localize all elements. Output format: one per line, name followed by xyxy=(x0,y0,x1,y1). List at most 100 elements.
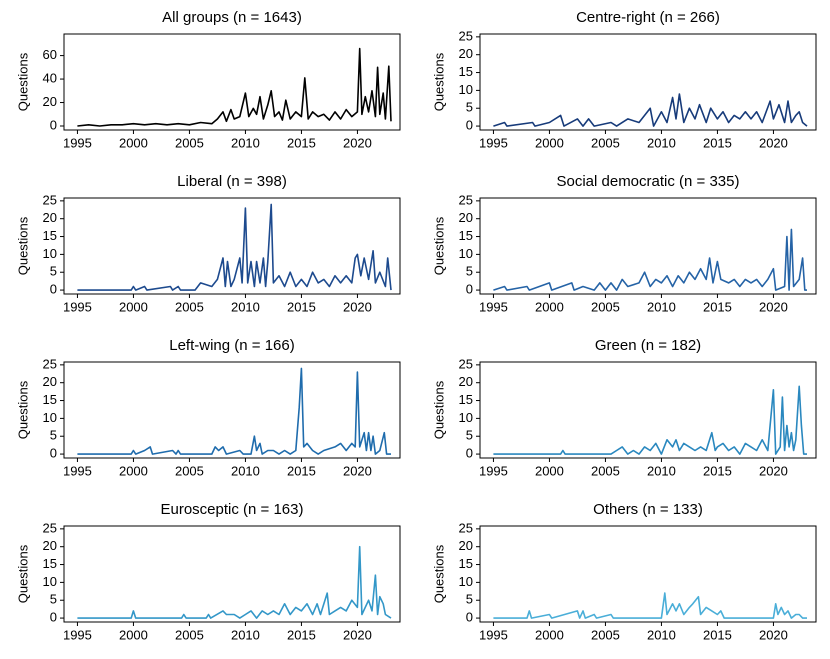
x-tick-label: 2015 xyxy=(287,463,316,478)
y-axis-label: Questions xyxy=(15,216,30,275)
panel-title: Social democratic (n = 335) xyxy=(556,173,739,190)
y-tick-label: 0 xyxy=(466,118,473,133)
y-axis-label: Questions xyxy=(15,380,30,439)
y-tick-label: 0 xyxy=(50,282,57,297)
panel-title: Centre-right (n = 266) xyxy=(576,9,720,26)
x-tick-label: 1995 xyxy=(479,463,508,478)
series-line xyxy=(493,592,807,619)
x-tick-label: 2000 xyxy=(119,299,148,314)
x-tick-label: 1995 xyxy=(479,135,508,150)
x-tick-label: 2005 xyxy=(175,135,204,150)
x-tick-label: 2010 xyxy=(647,627,676,642)
y-tick-label: 10 xyxy=(459,410,473,425)
series-line xyxy=(77,367,391,455)
x-tick-label: 2020 xyxy=(759,135,788,150)
plot-frame xyxy=(479,525,817,623)
x-tick-label: 2005 xyxy=(591,463,620,478)
y-tick-label: 20 xyxy=(43,538,57,553)
x-tick-label: 2015 xyxy=(287,627,316,642)
x-tick-label: 2005 xyxy=(591,135,620,150)
x-tick-label: 2005 xyxy=(175,627,204,642)
x-tick-label: 2000 xyxy=(119,135,148,150)
panel-title: All groups (n = 1643) xyxy=(162,9,302,26)
y-tick-label: 0 xyxy=(50,446,57,461)
y-tick-label: 5 xyxy=(466,428,473,443)
x-tick-label: 2015 xyxy=(287,299,316,314)
x-tick-label: 2000 xyxy=(535,627,564,642)
y-tick-label: 10 xyxy=(459,82,473,97)
y-tick-label: 10 xyxy=(43,574,57,589)
y-tick-label: 25 xyxy=(43,192,57,207)
y-tick-label: 20 xyxy=(459,538,473,553)
y-tick-label: 0 xyxy=(466,282,473,297)
y-tick-label: 15 xyxy=(43,392,57,407)
y-tick-label: 0 xyxy=(50,610,57,625)
x-tick-label: 2020 xyxy=(343,627,372,642)
y-tick-label: 0 xyxy=(466,446,473,461)
x-tick-label: 2000 xyxy=(535,299,564,314)
y-tick-label: 10 xyxy=(43,410,57,425)
panel-title: Liberal (n = 398) xyxy=(177,173,287,190)
x-tick-label: 2010 xyxy=(647,463,676,478)
x-tick-label: 2010 xyxy=(231,627,260,642)
plot-frame xyxy=(479,361,817,459)
x-tick-label: 2000 xyxy=(535,463,564,478)
x-tick-label: 2010 xyxy=(231,299,260,314)
x-tick-label: 2020 xyxy=(759,627,788,642)
plot-frame xyxy=(479,33,817,131)
y-tick-label: 25 xyxy=(459,520,473,535)
x-tick-label: 1995 xyxy=(63,463,92,478)
y-tick-label: 25 xyxy=(459,356,473,371)
y-tick-label: 0 xyxy=(466,610,473,625)
y-tick-label: 10 xyxy=(459,574,473,589)
x-tick-label: 2010 xyxy=(231,463,260,478)
x-tick-label: 2015 xyxy=(703,135,732,150)
y-tick-label: 25 xyxy=(43,520,57,535)
y-tick-label: 15 xyxy=(43,556,57,571)
y-tick-label: 5 xyxy=(50,592,57,607)
x-tick-label: 1995 xyxy=(63,627,92,642)
y-tick-label: 15 xyxy=(459,228,473,243)
y-tick-label: 5 xyxy=(466,264,473,279)
y-tick-label: 20 xyxy=(43,210,57,225)
x-tick-label: 2005 xyxy=(591,627,620,642)
x-tick-label: 2020 xyxy=(343,463,372,478)
y-tick-label: 15 xyxy=(459,64,473,79)
y-tick-label: 25 xyxy=(43,356,57,371)
x-tick-label: 2020 xyxy=(759,463,788,478)
x-tick-label: 2000 xyxy=(535,135,564,150)
x-tick-label: 2005 xyxy=(591,299,620,314)
plot-frame xyxy=(479,197,817,295)
y-tick-label: 25 xyxy=(459,28,473,43)
y-tick-label: 5 xyxy=(50,428,57,443)
y-tick-label: 15 xyxy=(43,228,57,243)
y-axis-label: Questions xyxy=(431,380,446,439)
y-tick-label: 10 xyxy=(43,246,57,261)
x-tick-label: 2000 xyxy=(119,627,148,642)
x-tick-label: 1995 xyxy=(479,627,508,642)
x-tick-label: 1995 xyxy=(63,135,92,150)
y-axis-label: Questions xyxy=(15,52,30,111)
x-tick-label: 2000 xyxy=(119,463,148,478)
x-tick-label: 2015 xyxy=(287,135,316,150)
plot-frame xyxy=(63,361,401,459)
x-tick-label: 1995 xyxy=(63,299,92,314)
x-tick-label: 2005 xyxy=(175,299,204,314)
y-tick-label: 20 xyxy=(43,374,57,389)
x-tick-label: 2020 xyxy=(759,299,788,314)
y-tick-label: 20 xyxy=(459,210,473,225)
panel-title: Others (n = 133) xyxy=(593,501,703,518)
x-tick-label: 2015 xyxy=(703,299,732,314)
plot-frame xyxy=(63,525,401,623)
y-tick-label: 60 xyxy=(43,47,57,62)
y-tick-label: 0 xyxy=(50,117,57,132)
series-line xyxy=(493,228,807,291)
plot-frame xyxy=(63,197,401,295)
y-tick-label: 10 xyxy=(459,246,473,261)
panel-title: Eurosceptic (n = 163) xyxy=(161,501,304,518)
y-axis-label: Questions xyxy=(15,544,30,603)
y-tick-label: 25 xyxy=(459,192,473,207)
x-tick-label: 2020 xyxy=(343,299,372,314)
x-tick-label: 1995 xyxy=(479,299,508,314)
series-line xyxy=(493,385,807,455)
